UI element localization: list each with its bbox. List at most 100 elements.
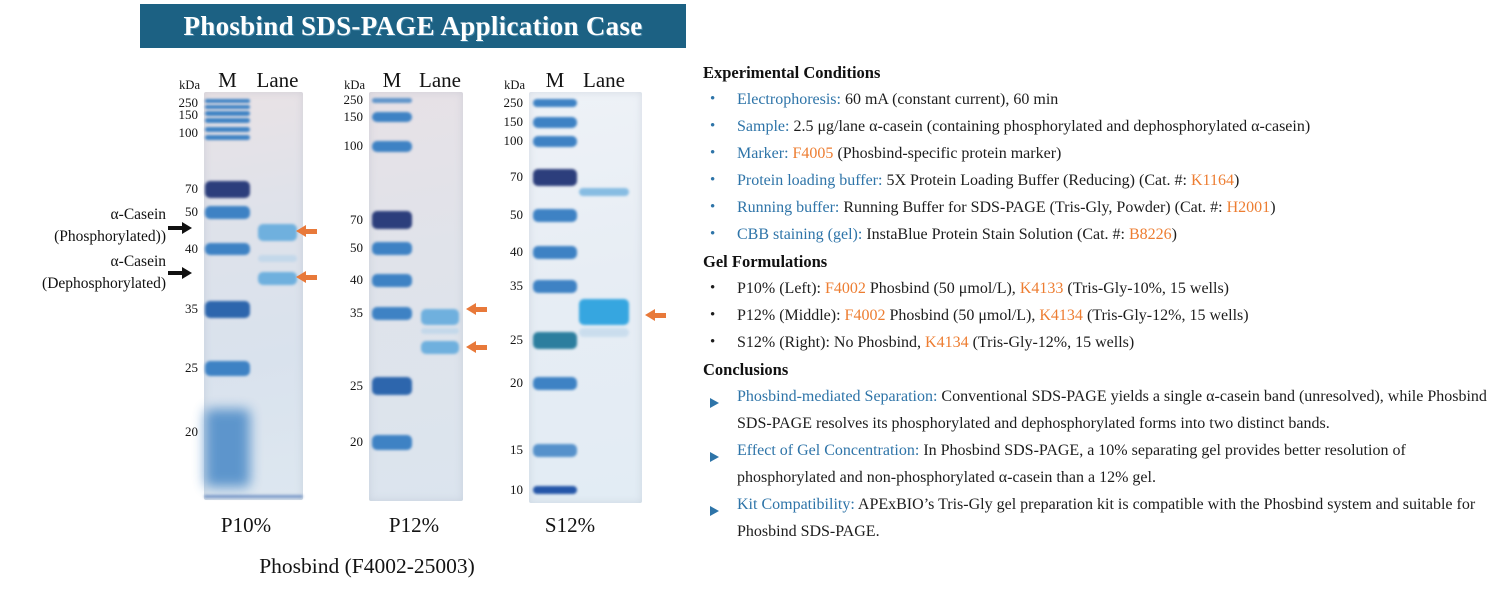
dot-bullet-icon: • — [710, 145, 716, 161]
bullet-item: • Running buffer: Running Buffer for SDS-… — [703, 194, 1499, 221]
band-pointer-arrow-icon — [466, 341, 487, 354]
text-run: 2.5 μg/lane α-casein (containing phospho… — [793, 118, 1311, 135]
marker-band — [372, 273, 412, 287]
kda-tick-label: 250 — [343, 92, 364, 107]
marker-band — [372, 377, 412, 395]
marker-band — [205, 205, 250, 219]
kda-tick-label: 35 — [185, 301, 198, 316]
bullet-item: • P12% (Middle): F4002 Phosbind (50 μmol/… — [703, 302, 1499, 329]
kda-tick-label: 100 — [343, 138, 364, 153]
kda-tick-label: 25 — [510, 332, 523, 347]
text-run: H2001 — [1226, 199, 1271, 216]
arrow-bullet-icon — [703, 491, 737, 526]
right-arrow-icon — [168, 222, 192, 234]
bullet-item: • Sample: 2.5 μg/lane α-casein (containin… — [703, 113, 1499, 140]
marker-band — [372, 112, 412, 122]
sample-band — [258, 271, 297, 285]
text-run: K1164 — [1190, 172, 1234, 189]
text-run: Conventional SDS-PAGE yields a single α-… — [737, 388, 1487, 432]
marker-band — [372, 434, 412, 450]
text-run: Effect of Gel Concentration: — [737, 442, 924, 459]
marker-band — [205, 105, 250, 109]
sample-band — [579, 327, 629, 337]
text-run: Electrophoresis: — [737, 91, 845, 108]
band-pointer-arrow-icon — [466, 303, 487, 316]
bullet-text: CBB staining (gel): InstaBlue Protein St… — [737, 221, 1499, 248]
marker-band — [205, 409, 250, 487]
marker-band — [205, 126, 250, 132]
kda-tick-label: 70 — [510, 169, 523, 184]
kda-unit-label: kDa — [179, 78, 200, 92]
text-run: K4134 — [1039, 307, 1083, 324]
kda-tick-label: 50 — [185, 204, 198, 219]
gel-label-P10%: P10% — [220, 513, 272, 537]
kda-tick-label: 20 — [510, 375, 523, 390]
sample-band — [421, 309, 459, 325]
bullet-text: Phosbind-mediated Separation: Convention… — [737, 383, 1499, 437]
kda-tick-label: 150 — [503, 114, 524, 129]
figure-caption: Phosbind (F4002-25003) — [259, 554, 475, 578]
text-run: In Phosbind SDS-PAGE, a 10% separating g… — [737, 442, 1406, 486]
bullet-item: Phosbind-mediated Separation: Convention… — [703, 383, 1499, 437]
annotation-line: α-Casein — [110, 253, 166, 270]
text-run: APExBIO’s Tris-Gly gel preparation kit i… — [737, 496, 1476, 540]
text-run: ) — [1171, 226, 1177, 243]
bullet-text: Protein loading buffer: 5X Protein Loadi… — [737, 167, 1499, 194]
sample-band — [258, 223, 297, 241]
marker-band — [205, 243, 250, 255]
kda-tick-label: 15 — [510, 442, 523, 457]
figure-area: α-Casein (Phosphorylated)) α-Casein (Dep… — [0, 0, 700, 604]
kda-unit-label: kDa — [504, 78, 525, 92]
dot-bullet-icon: • — [710, 172, 716, 188]
arrow-bullet-icon — [703, 383, 737, 418]
text-run: (Tris-Gly-12%, 15 wells) — [1082, 307, 1249, 324]
bullet-item: • CBB staining (gel): InstaBlue Protein S… — [703, 221, 1499, 248]
bullet-text: S12% (Right): No Phosbind, K4134 (Tris-G… — [737, 329, 1499, 356]
text-run: CBB staining (gel): — [737, 226, 867, 243]
marker-band — [533, 443, 577, 457]
bullet-text: Sample: 2.5 μg/lane α-casein (containing… — [737, 113, 1499, 140]
title-banner: Phosbind SDS-PAGE Application Case — [140, 4, 686, 48]
text-run: B8226 — [1128, 226, 1172, 243]
lane-column-header: Lane — [256, 68, 299, 92]
section-heading: Conclusions — [703, 360, 789, 379]
text-run: Kit Compatibility: — [737, 496, 858, 513]
arrow-bullet-icon — [703, 437, 737, 472]
text-run: Phosbind (50 μmol/L), — [865, 280, 1020, 297]
bullet-item: Kit Compatibility: APExBIO’s Tris-Gly ge… — [703, 491, 1499, 545]
bullet-text: Marker: F4005 (Phosbind-specific protein… — [737, 140, 1499, 167]
marker-column-header: M — [545, 68, 565, 92]
marker-band — [533, 486, 577, 494]
kda-tick-label: 50 — [350, 240, 363, 255]
marker-band — [533, 116, 577, 128]
text-run: InstaBlue Protein Stain Solution (Cat. #… — [866, 226, 1129, 243]
text-run: P12% (Middle): — [737, 307, 845, 324]
kda-unit-label: kDa — [344, 78, 365, 92]
marker-band — [205, 99, 250, 103]
kda-tick-label: 250 — [503, 95, 524, 110]
marker-band — [372, 140, 412, 152]
kda-tick-label: 150 — [343, 109, 364, 124]
text-run: ) — [1270, 199, 1276, 216]
band-pointer-arrow-icon — [296, 225, 317, 238]
bullet-item: • Marker: F4005 (Phosbind-specific protei… — [703, 140, 1499, 167]
band-pointer-arrow-icon — [645, 309, 666, 322]
kda-tick-label: 150 — [178, 107, 199, 122]
marker-band — [205, 360, 250, 376]
marker-band — [205, 300, 250, 318]
bullet-text: Electrophoresis: 60 mA (constant current… — [737, 86, 1499, 113]
marker-band — [372, 211, 412, 229]
kda-tick-label: 40 — [350, 272, 363, 287]
annotation-line: α-Casein — [110, 206, 166, 223]
bullet-text: P12% (Middle): F4002 Phosbind (50 μmol/L… — [737, 302, 1499, 329]
kda-tick-label: 100 — [178, 125, 199, 140]
annotation-line: (Dephosphorylated) — [42, 275, 166, 292]
sample-band — [421, 328, 459, 334]
bullet-item: • Protein loading buffer: 5X Protein Load… — [703, 167, 1499, 194]
text-run: 5X Protein Loading Buffer (Reducing) (Ca… — [886, 172, 1191, 189]
lane-column-header: Lane — [583, 68, 625, 92]
sample-band — [579, 299, 629, 325]
kda-tick-label: 35 — [350, 305, 363, 320]
marker-band — [533, 279, 577, 293]
text-run: Phosbind (50 μmol/L), — [885, 307, 1040, 324]
